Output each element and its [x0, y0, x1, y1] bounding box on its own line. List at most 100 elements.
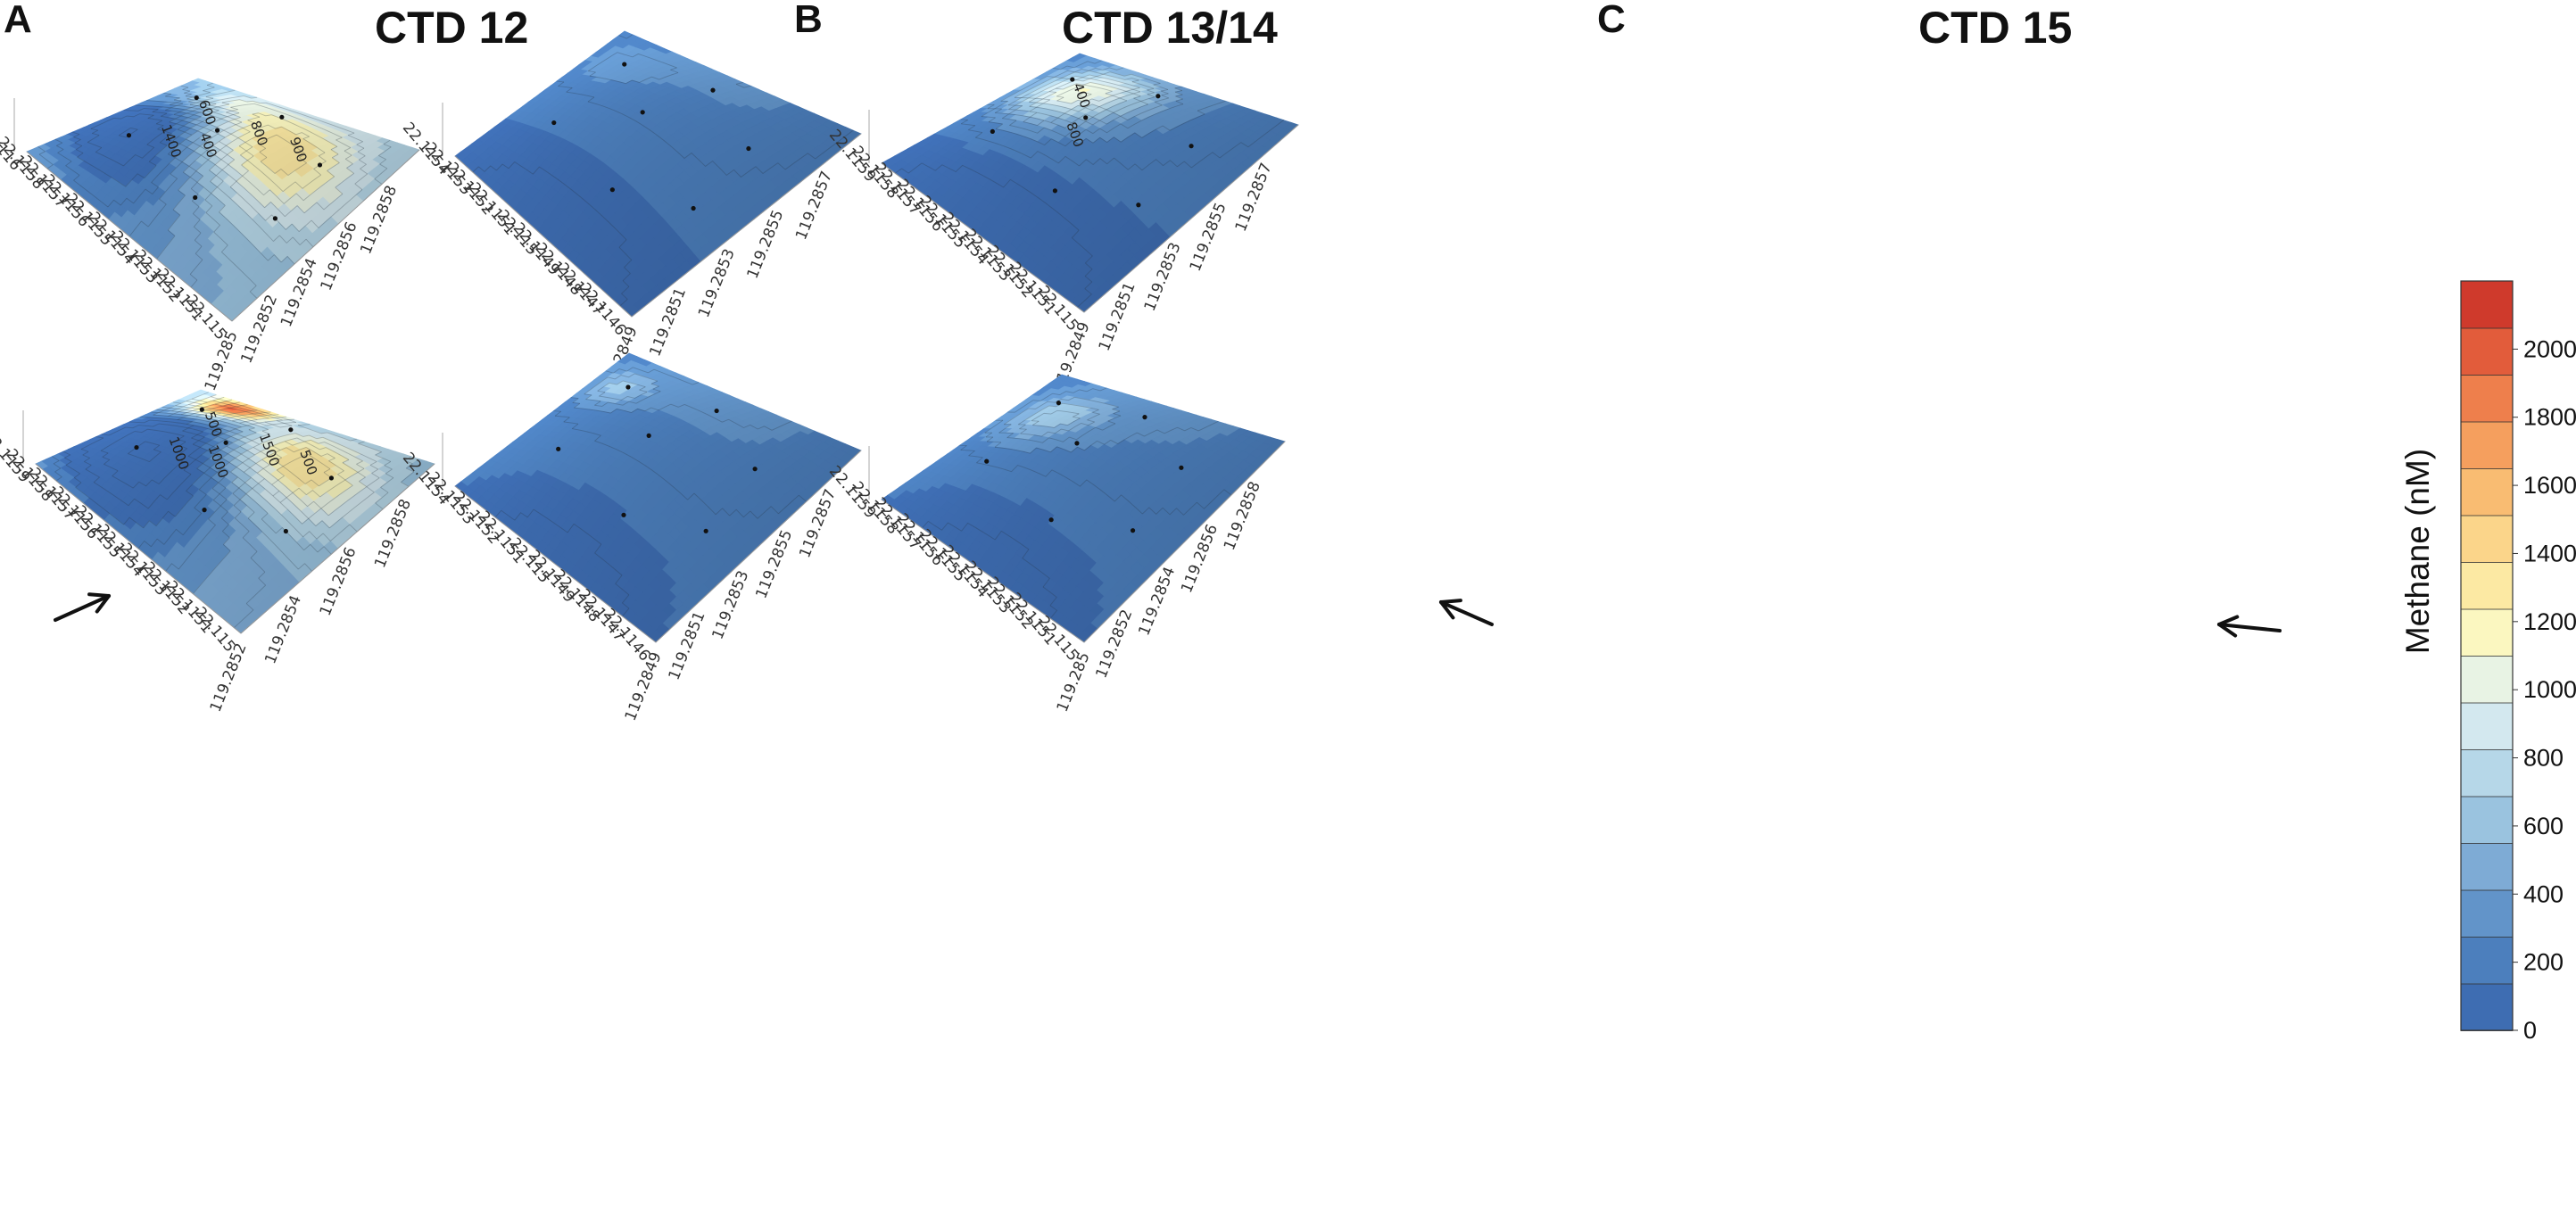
direction-arrow-c — [2217, 615, 2282, 638]
sample-point — [193, 194, 198, 201]
sample-point — [746, 145, 751, 152]
sample-point — [194, 95, 199, 101]
sample-point — [1056, 401, 1062, 406]
colorbar-band — [2460, 561, 2514, 610]
panel-letter-a: A — [4, 0, 32, 41]
sample-point — [1130, 528, 1136, 533]
colorbar-band — [2460, 842, 2514, 891]
x-axis-line — [240, 463, 435, 634]
colorbar-band — [2460, 608, 2514, 657]
sample-point — [714, 408, 719, 414]
colorbar-band — [2460, 327, 2514, 376]
y-axis-line — [454, 485, 657, 643]
colorbar-tick-label: 1600 — [2523, 472, 2576, 499]
sample-point — [984, 459, 990, 464]
sample-point — [640, 110, 645, 115]
colorbar-band — [2460, 889, 2514, 938]
colorbar-tick-label: 1200 — [2523, 608, 2576, 635]
x-axis-line — [231, 149, 420, 322]
sample-point — [288, 427, 294, 433]
colorbar-tick-label: 2000 — [2523, 335, 2576, 362]
sample-point — [990, 128, 995, 134]
sample-point — [609, 187, 615, 193]
x-tick-label: 119.285 — [202, 328, 242, 393]
colorbar-tick-label: 600 — [2523, 813, 2564, 839]
y-axis-line — [881, 162, 1085, 313]
colorbar-band — [2460, 983, 2514, 1031]
sample-point — [317, 162, 323, 168]
x-tick-label: 119.285 — [1054, 649, 1094, 715]
colorbar-tick-label: 1400 — [2523, 540, 2576, 566]
y-axis-line — [881, 499, 1085, 643]
sample-point — [1074, 441, 1080, 446]
sample-point — [1048, 517, 1054, 523]
y-axis-line — [35, 463, 242, 634]
colorbar-tick-label: 1000 — [2523, 676, 2576, 703]
colorbar-band — [2460, 748, 2514, 797]
direction-arrows — [54, 592, 2282, 638]
panel-letter-c: C — [1597, 0, 1626, 41]
colorbar-tick-label: 400 — [2523, 880, 2564, 907]
sample-point — [1070, 77, 1075, 82]
colorbar-tick-label: 200 — [2523, 949, 2564, 976]
sample-point — [621, 512, 626, 517]
sample-point — [551, 120, 557, 126]
x-axis-line — [631, 133, 862, 318]
contour-lines — [894, 60, 1284, 313]
sample-point — [1189, 144, 1194, 149]
contour-lines — [922, 387, 1265, 624]
panel-title-ctd-15: CTD 15 — [1918, 3, 2072, 53]
colorbar-frame — [2460, 280, 2514, 1031]
sample-point — [1136, 202, 1141, 208]
colorbar-tick-label: 1800 — [2523, 404, 2576, 431]
sample-point — [691, 205, 696, 211]
direction-arrow-a — [54, 592, 111, 622]
x-axis-line — [1083, 441, 1286, 643]
surface-b-1: 22.114622.114722.114822.114922.11522.115… — [399, 30, 862, 398]
surface-c-2: 22.11522.115122.115222.115322.115422.115… — [825, 374, 1286, 715]
sample-point — [272, 216, 278, 221]
surface-c-1: 40080022.11522.115122.115222.115322.1154… — [825, 53, 1299, 393]
y-axis-line — [26, 151, 233, 322]
colorbar-band — [2460, 515, 2514, 563]
colorbar-band — [2460, 796, 2514, 844]
sample-point — [279, 114, 285, 120]
sample-point — [556, 446, 561, 451]
sample-point — [126, 133, 132, 138]
x-tick-label: 119.2849 — [622, 649, 666, 723]
colorbar-tick-label: 0 — [2523, 1017, 2537, 1044]
sample-point — [622, 62, 627, 67]
colorbar-label: Methane (nM) — [2399, 449, 2436, 654]
sample-point — [625, 384, 631, 390]
y-axis-line — [454, 155, 633, 318]
colorbar-band — [2460, 702, 2514, 750]
x-tick-label: 119.2852 — [207, 640, 251, 715]
sample-point — [752, 467, 758, 472]
sample-point — [1052, 188, 1057, 194]
sample-point — [710, 87, 716, 93]
sample-point — [1155, 94, 1161, 99]
sample-point — [202, 508, 207, 513]
contour-lines — [472, 34, 854, 307]
direction-arrow-b — [1439, 599, 1494, 626]
sample-point — [134, 444, 139, 450]
colorbar-band — [2460, 374, 2514, 423]
sample-point — [1142, 415, 1147, 420]
sample-point — [283, 528, 288, 534]
colorbar: 0 200 400 600 800 1000 1200 1400 1600 1800 2000 — [2460, 280, 2576, 1044]
sample-point — [1179, 465, 1184, 470]
sample-point — [199, 407, 204, 412]
y-tick-label: 22.1159 — [0, 426, 33, 486]
colorbar-band — [2460, 936, 2514, 985]
sample-point — [328, 475, 335, 481]
surface-b-2: 22.114622.114722.114822.114922.11522.115… — [399, 352, 862, 723]
x-axis-line — [1083, 124, 1299, 313]
colorbar-band — [2460, 655, 2514, 704]
colorbar-band — [2460, 280, 2514, 329]
sample-point — [703, 528, 708, 533]
panel-title-ctd-13-14: CTD 13/14 — [1062, 3, 1278, 53]
